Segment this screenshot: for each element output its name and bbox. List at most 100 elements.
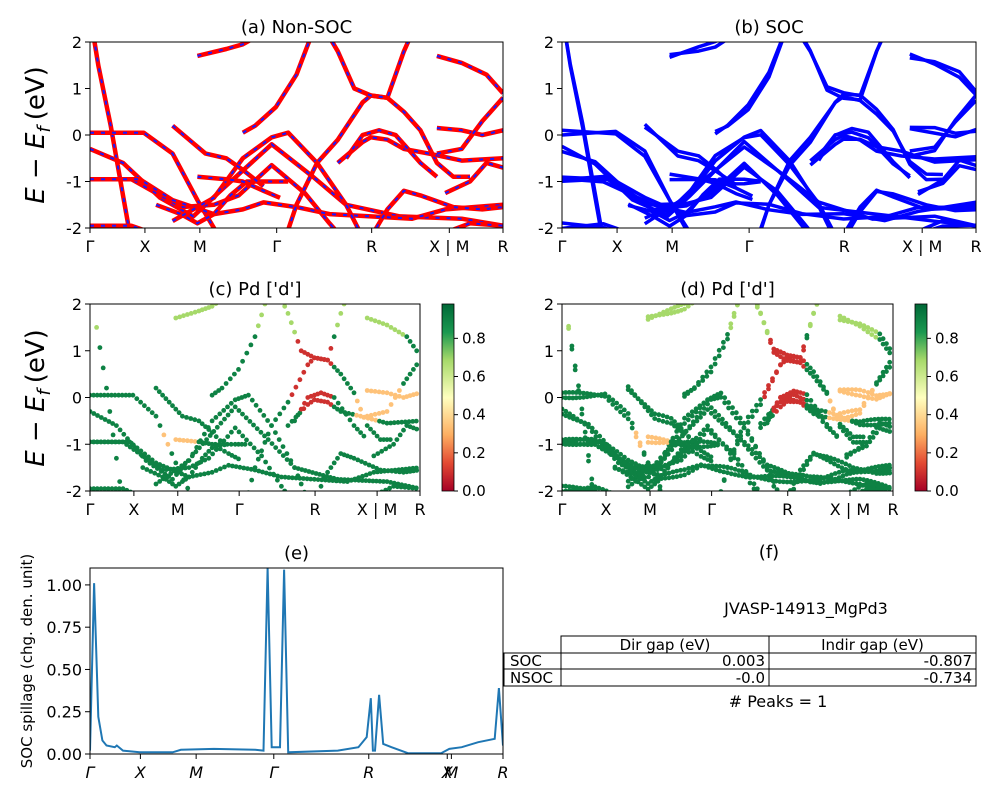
- y-tick-label: 1.00: [46, 576, 82, 595]
- band-point: [331, 395, 337, 400]
- band-point: [751, 481, 757, 487]
- band-point: [804, 473, 810, 479]
- band-point: [206, 427, 212, 432]
- band-point: [645, 434, 651, 440]
- svg-text:E − Ef(eV): E − Ef(eV): [21, 66, 55, 204]
- band-point: [301, 369, 307, 375]
- band-point: [837, 388, 843, 394]
- band-point: [857, 393, 863, 398]
- band-point: [610, 402, 616, 407]
- x-tick-label: R: [497, 763, 508, 782]
- y-tick-label: -2: [538, 219, 554, 238]
- band-point: [645, 440, 651, 445]
- band-point: [236, 456, 241, 462]
- band-point: [736, 473, 742, 478]
- band-point: [879, 483, 885, 489]
- band-point: [690, 422, 696, 427]
- band-point: [570, 484, 576, 490]
- band-point: [821, 384, 826, 390]
- band-point: [354, 398, 360, 404]
- band-point: [658, 476, 664, 481]
- band-point: [773, 473, 779, 479]
- band-point: [560, 274, 565, 279]
- band-point: [241, 465, 247, 471]
- band-point: [817, 481, 823, 486]
- band-point: [570, 487, 576, 491]
- band-point: [588, 440, 594, 446]
- band-point: [371, 469, 377, 475]
- band-point: [364, 315, 370, 321]
- band-point: [640, 469, 646, 475]
- band-point: [621, 407, 627, 413]
- band-point: [216, 388, 222, 393]
- band-point: [816, 409, 822, 415]
- band-point: [370, 464, 376, 469]
- band-point: [293, 384, 299, 390]
- table-header-cell: Dir gap (eV): [620, 636, 711, 654]
- band-point: [720, 421, 725, 426]
- band-point: [887, 359, 893, 365]
- band-point: [256, 468, 262, 474]
- band-point: [712, 361, 718, 367]
- band-point: [567, 484, 572, 489]
- band-point: [690, 449, 696, 454]
- band-point: [581, 437, 587, 442]
- colorbar-tick-label: 0.0: [462, 482, 486, 500]
- band-line-nsoc-17: [436, 53, 503, 95]
- band-point: [784, 479, 790, 485]
- y-tick-label: 2: [72, 295, 82, 314]
- band-line-soc-dashed-15: [345, 129, 438, 178]
- band-point: [363, 478, 369, 483]
- band-point: [354, 412, 359, 418]
- band-point: [853, 418, 859, 424]
- band-point: [682, 306, 687, 312]
- band-point: [682, 415, 687, 421]
- band-point: [774, 370, 779, 376]
- band-point: [649, 484, 654, 489]
- band-point: [642, 478, 648, 484]
- band-point: [370, 478, 376, 484]
- band-line-soc-8-1: [643, 125, 738, 190]
- band-point: [117, 479, 123, 484]
- band-point: [348, 385, 354, 391]
- band-point: [754, 408, 759, 414]
- band-point: [722, 400, 728, 406]
- band-point: [173, 406, 179, 412]
- band-point: [221, 408, 227, 413]
- band-point: [622, 454, 627, 460]
- band-point: [366, 462, 372, 468]
- band-point: [190, 473, 196, 479]
- band-point: [574, 416, 580, 422]
- band-point: [867, 481, 873, 487]
- band-point: [674, 468, 680, 474]
- band-point: [388, 325, 394, 330]
- band-line-soc-dashed-19: [436, 97, 503, 155]
- x-tick-label: X | M: [357, 500, 397, 519]
- band-point: [712, 356, 718, 361]
- band-point: [725, 465, 730, 470]
- band-point: [112, 439, 118, 445]
- band-point: [209, 392, 215, 398]
- band-point: [682, 429, 687, 435]
- band-point: [275, 477, 280, 483]
- panel-d: (d) Pd ['d'] -2 -1 0 1 2 Γ X M Γ R X | M R 0.0 0.2 0.4 0…: [538, 274, 959, 519]
- band-point: [185, 438, 190, 444]
- band-point: [870, 470, 875, 475]
- band-point: [768, 414, 773, 420]
- band-point: [728, 457, 734, 463]
- band-point: [117, 427, 123, 433]
- y-tick-label: 1: [544, 80, 554, 99]
- band-point: [640, 473, 646, 478]
- band-point: [754, 402, 759, 408]
- band-point: [844, 495, 849, 500]
- band-point: [633, 466, 638, 471]
- band-point: [689, 409, 695, 415]
- band-point: [161, 432, 167, 438]
- band-point: [312, 476, 317, 482]
- band-point: [209, 418, 215, 424]
- band-point: [354, 426, 360, 432]
- band-point: [120, 439, 125, 445]
- x-tick-label: Γ: [707, 500, 716, 519]
- band-point: [213, 444, 219, 449]
- band-point: [633, 478, 638, 484]
